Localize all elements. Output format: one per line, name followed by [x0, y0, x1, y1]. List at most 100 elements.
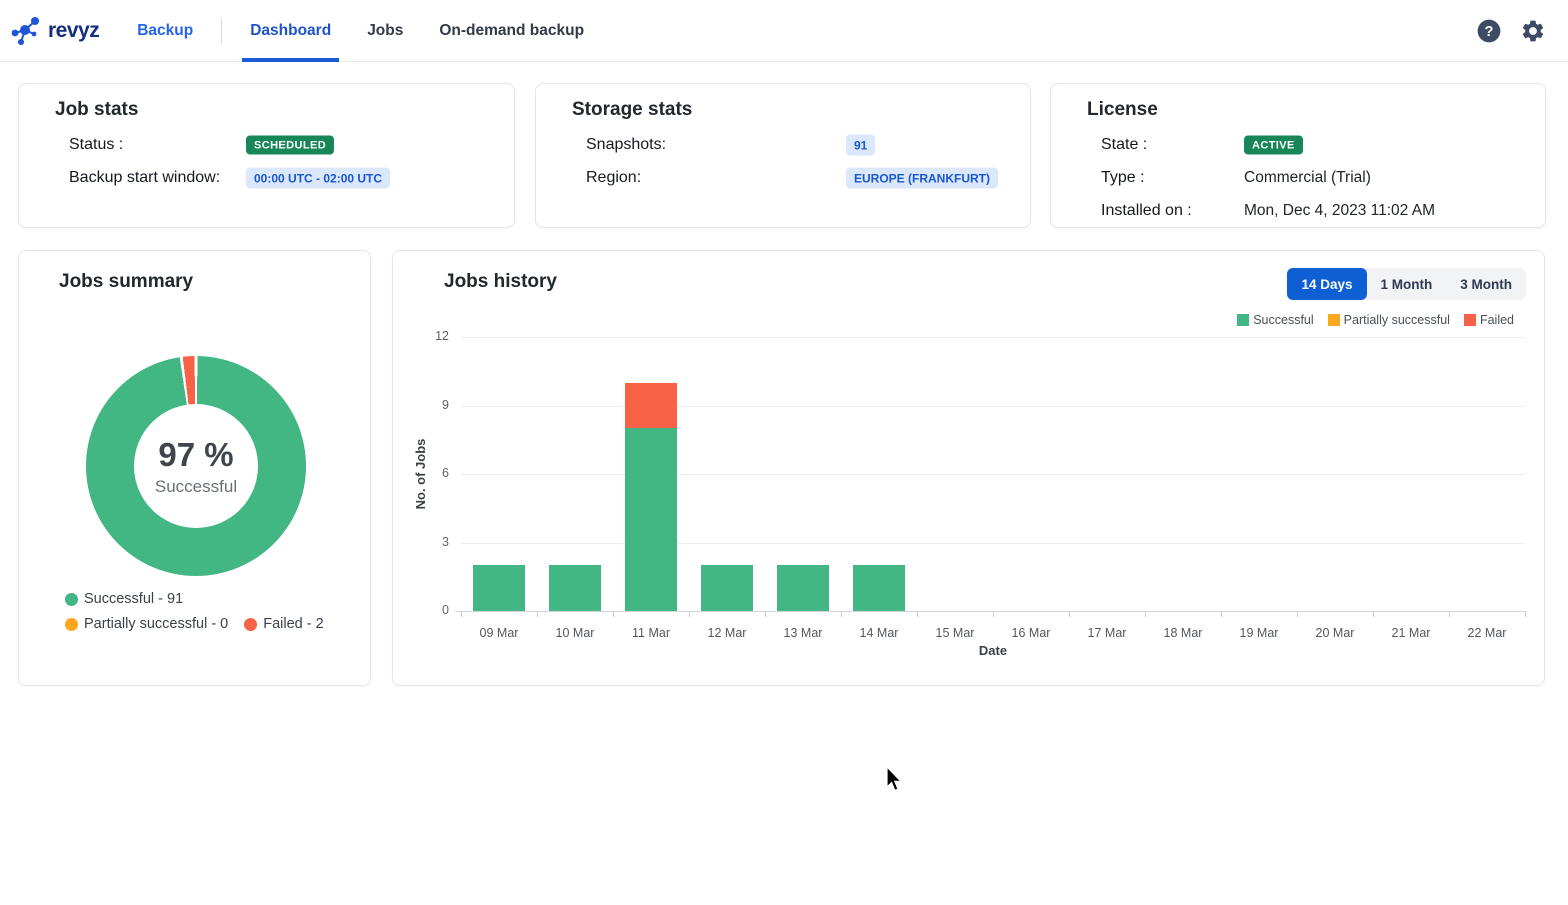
x-category-label: 14 Mar — [859, 626, 899, 640]
field-label: Type : — [1101, 168, 1145, 186]
field-label: Installed on : — [1101, 201, 1192, 219]
bar-segment-successful — [473, 565, 525, 611]
field-label: Snapshots: — [586, 135, 667, 153]
x-tick-mark — [689, 611, 690, 617]
bar-segment-successful — [853, 565, 905, 611]
x-category-label: 20 Mar — [1315, 626, 1355, 640]
x-category-label: 15 Mar — [935, 626, 975, 640]
x-axis-title: Date — [978, 643, 1008, 658]
legend-dot — [65, 592, 78, 606]
x-tick-mark — [1525, 611, 1526, 617]
card-title: Job stats — [55, 99, 139, 120]
revyz-logo[interactable]: revyz — [10, 13, 100, 49]
x-category-label: 12 Mar — [707, 626, 747, 640]
x-tick-mark — [1221, 611, 1222, 617]
card-title: License — [1087, 99, 1158, 120]
legend-swatch — [1237, 314, 1250, 326]
bar-segment-successful — [549, 565, 601, 611]
mouse-cursor — [886, 766, 903, 792]
range-tab-14-days[interactable]: 14 Days — [1287, 268, 1367, 300]
nav-item-backup[interactable]: Backup — [137, 21, 194, 39]
y-tick-label: 9 — [442, 397, 449, 412]
x-category-label: 19 Mar — [1239, 626, 1279, 640]
storage-stats-card: Storage stats Snapshots: 91 Region: EUROPE … — [535, 83, 1031, 228]
x-tick-mark — [537, 611, 538, 617]
range-tab-3-month[interactable]: 3 Month — [1460, 276, 1512, 292]
nav-item-dashboard[interactable]: Dashboard — [242, 0, 340, 62]
status-badge: 00:00 UTC - 02:00 UTC — [246, 167, 391, 188]
logo-text: revyz — [48, 18, 100, 42]
svg-text:?: ? — [1485, 24, 1494, 40]
jobs-summary-card: Jobs summary 97 % Successful Successful … — [18, 250, 371, 686]
field-label: Region: — [586, 168, 642, 186]
donut-sublabel: Successful — [154, 476, 238, 496]
x-tick-mark — [1449, 611, 1450, 617]
x-category-label: 18 Mar — [1163, 626, 1203, 640]
top-nav-bar: revyz Backup Dashboard Jobs On-demand backu… — [0, 0, 1568, 62]
gridline — [461, 337, 1525, 338]
stat-row: Status : SCHEDULED — [19, 128, 514, 161]
x-category-label: 13 Mar — [783, 626, 823, 640]
legend-swatch — [1463, 314, 1476, 326]
legend-dot — [244, 617, 258, 631]
legend-item-successful[interactable]: Successful — [1237, 313, 1314, 327]
gridline — [461, 474, 1525, 475]
x-category-label: 10 Mar — [555, 626, 595, 640]
settings-gear-icon[interactable] — [1520, 18, 1546, 44]
range-tab-1-month[interactable]: 1 Month — [1380, 276, 1433, 292]
legend-item-partially-successful[interactable]: Partially successful — [1327, 313, 1450, 327]
help-icon[interactable]: ? — [1476, 18, 1502, 44]
legend-label: Successful — [1253, 313, 1314, 327]
jobs-history-title: Jobs history — [444, 271, 557, 292]
jobs-history-bar-chart: No. of Jobs Date 0 3 6 9 12 09 Mar 10 Mar 11 Ma… — [393, 251, 1544, 685]
x-tick-mark — [461, 611, 462, 617]
nav-divider — [221, 17, 223, 44]
legend-item-failed[interactable]: Failed - 2 — [244, 616, 324, 632]
field-label: State : — [1101, 135, 1148, 153]
donut-percentage: 97 % — [158, 435, 234, 473]
x-axis-line — [455, 611, 1525, 612]
legend-label: Failed — [1479, 313, 1514, 327]
x-tick-mark — [765, 611, 766, 617]
x-tick-mark — [1069, 611, 1070, 617]
field-label: Backup start window: — [69, 168, 221, 186]
jobs-summary-donut-chart: 97 % Successful — [86, 356, 306, 576]
license-card: License State : ACTIVE Type : Commercial (T… — [1050, 83, 1546, 228]
x-tick-mark — [613, 611, 614, 617]
main-nav: Backup Dashboard Jobs On-demand backup — [119, 0, 602, 62]
gridline — [461, 405, 1525, 407]
y-tick-label: 12 — [435, 329, 449, 343]
gridline — [461, 542, 1525, 544]
bar-segment-successful — [625, 428, 677, 611]
legend-item-failed[interactable]: Failed — [1463, 313, 1514, 327]
field-label: Status : — [69, 135, 124, 153]
job-stats-card: Job stats Status : SCHEDULED Backup start … — [18, 83, 515, 228]
x-tick-mark — [1297, 611, 1298, 617]
nav-item-jobs[interactable]: Jobs — [367, 21, 404, 39]
jobs-summary-legend: Successful - 91 Partially successful - 0 F… — [65, 591, 361, 632]
jobs-summary-title: Jobs summary — [59, 271, 194, 292]
legend-label: Partially successful — [1343, 313, 1450, 327]
legend-label: Partially successful - 0 — [84, 616, 229, 632]
stat-row: Backup start window: 00:00 UTC - 02:00 UT… — [19, 161, 514, 194]
y-tick-label: 6 — [442, 466, 449, 480]
legend-item-partially-successful[interactable]: Partially successful - 0 — [65, 616, 228, 632]
legend-item-successful[interactable]: Successful - 91 — [65, 591, 183, 607]
nav-item-on-demand-backup[interactable]: On-demand backup — [439, 21, 585, 39]
field-value: Mon, Dec 4, 2023 11:02 AM — [1244, 201, 1435, 219]
legend-label: Successful - 91 — [84, 591, 184, 607]
stat-row: Installed on : Mon, Dec 4, 2023 11:02 AM — [1051, 194, 1545, 227]
x-category-label: 21 Mar — [1391, 626, 1431, 640]
time-range-tabs: 14 Days 1 Month 3 Month — [1287, 268, 1526, 300]
x-category-label: 16 Mar — [1011, 626, 1051, 640]
x-tick-mark — [1145, 611, 1146, 617]
molecule-logo-icon — [11, 16, 39, 45]
x-category-label: 11 Mar — [632, 626, 670, 640]
stat-row: State : ACTIVE — [1051, 128, 1545, 161]
x-tick-mark — [917, 611, 918, 617]
status-badge: 91 — [846, 134, 876, 155]
status-badge: EUROPE (FRANKFURT) — [846, 167, 998, 188]
legend-label: Failed - 2 — [263, 616, 324, 632]
stat-row: Region: EUROPE (FRANKFURT) — [536, 161, 1030, 194]
x-tick-mark — [841, 611, 842, 617]
